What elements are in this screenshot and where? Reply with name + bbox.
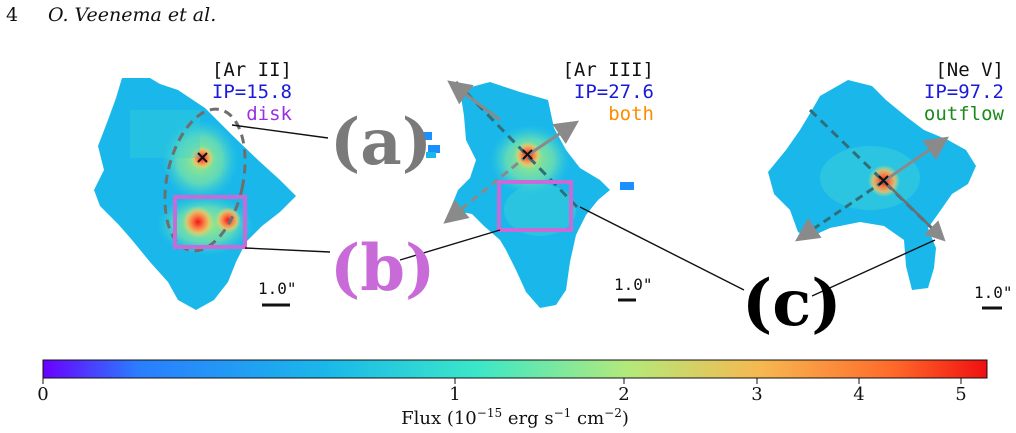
colorbar bbox=[42, 359, 988, 379]
stray-pixels bbox=[418, 132, 432, 140]
region-b-box bbox=[497, 180, 573, 232]
colorbar-tick-label: 3 bbox=[751, 384, 762, 405]
panel1-component-label: disk bbox=[246, 103, 292, 125]
page-number: 4 bbox=[6, 4, 19, 26]
panel3-ip-label: IP=97.2 bbox=[924, 81, 1004, 103]
disk-ellipse bbox=[163, 107, 247, 253]
panel2-line-label: [Ar III] bbox=[562, 59, 654, 81]
nucleus-cross-icon bbox=[197, 152, 208, 163]
panel3-line-label: [Ne V] bbox=[935, 59, 1004, 81]
nucleus-cross-icon bbox=[522, 149, 533, 160]
region-b-box bbox=[173, 195, 247, 249]
panel-ar-iii-map bbox=[443, 80, 634, 308]
outflow-arrow bbox=[883, 136, 949, 183]
panel1-line-label: [Ar II] bbox=[212, 59, 292, 81]
panel3-scale-label: 1.0" bbox=[974, 283, 1013, 302]
panel2-ip-label: IP=27.6 bbox=[574, 81, 654, 103]
panel2-component-label: both bbox=[608, 103, 654, 125]
colorbar-tick-label: 1 bbox=[449, 384, 460, 405]
nucleus-cross-icon bbox=[878, 175, 889, 186]
panel1-scale-label: 1.0" bbox=[258, 279, 297, 298]
panel2-scale-label: 1.0" bbox=[614, 275, 653, 294]
panel3-component-label: outflow bbox=[924, 103, 1005, 125]
colorbar-tick-label: 5 bbox=[955, 384, 966, 405]
label-b: (b) bbox=[330, 231, 435, 306]
colorbar-ticks bbox=[42, 378, 962, 384]
panel1-ip-label: IP=15.8 bbox=[212, 81, 292, 103]
colorbar-tick-label: 0 bbox=[37, 384, 48, 405]
label-c: (c) bbox=[742, 266, 842, 341]
colorbar-tick-label: 2 bbox=[618, 384, 629, 405]
connector-lines bbox=[231, 124, 936, 297]
outflow-arrow bbox=[527, 120, 579, 157]
panel-ne-v-map bbox=[768, 80, 976, 290]
panel-ar-ii-map bbox=[94, 78, 296, 310]
colorbar-title: Flux (10−15 erg s−1 cm−2) bbox=[401, 406, 629, 429]
label-a: (a) bbox=[330, 105, 432, 180]
running-head: O. Veenema et al. bbox=[48, 4, 217, 26]
colorbar-tick-label: 4 bbox=[853, 384, 864, 405]
